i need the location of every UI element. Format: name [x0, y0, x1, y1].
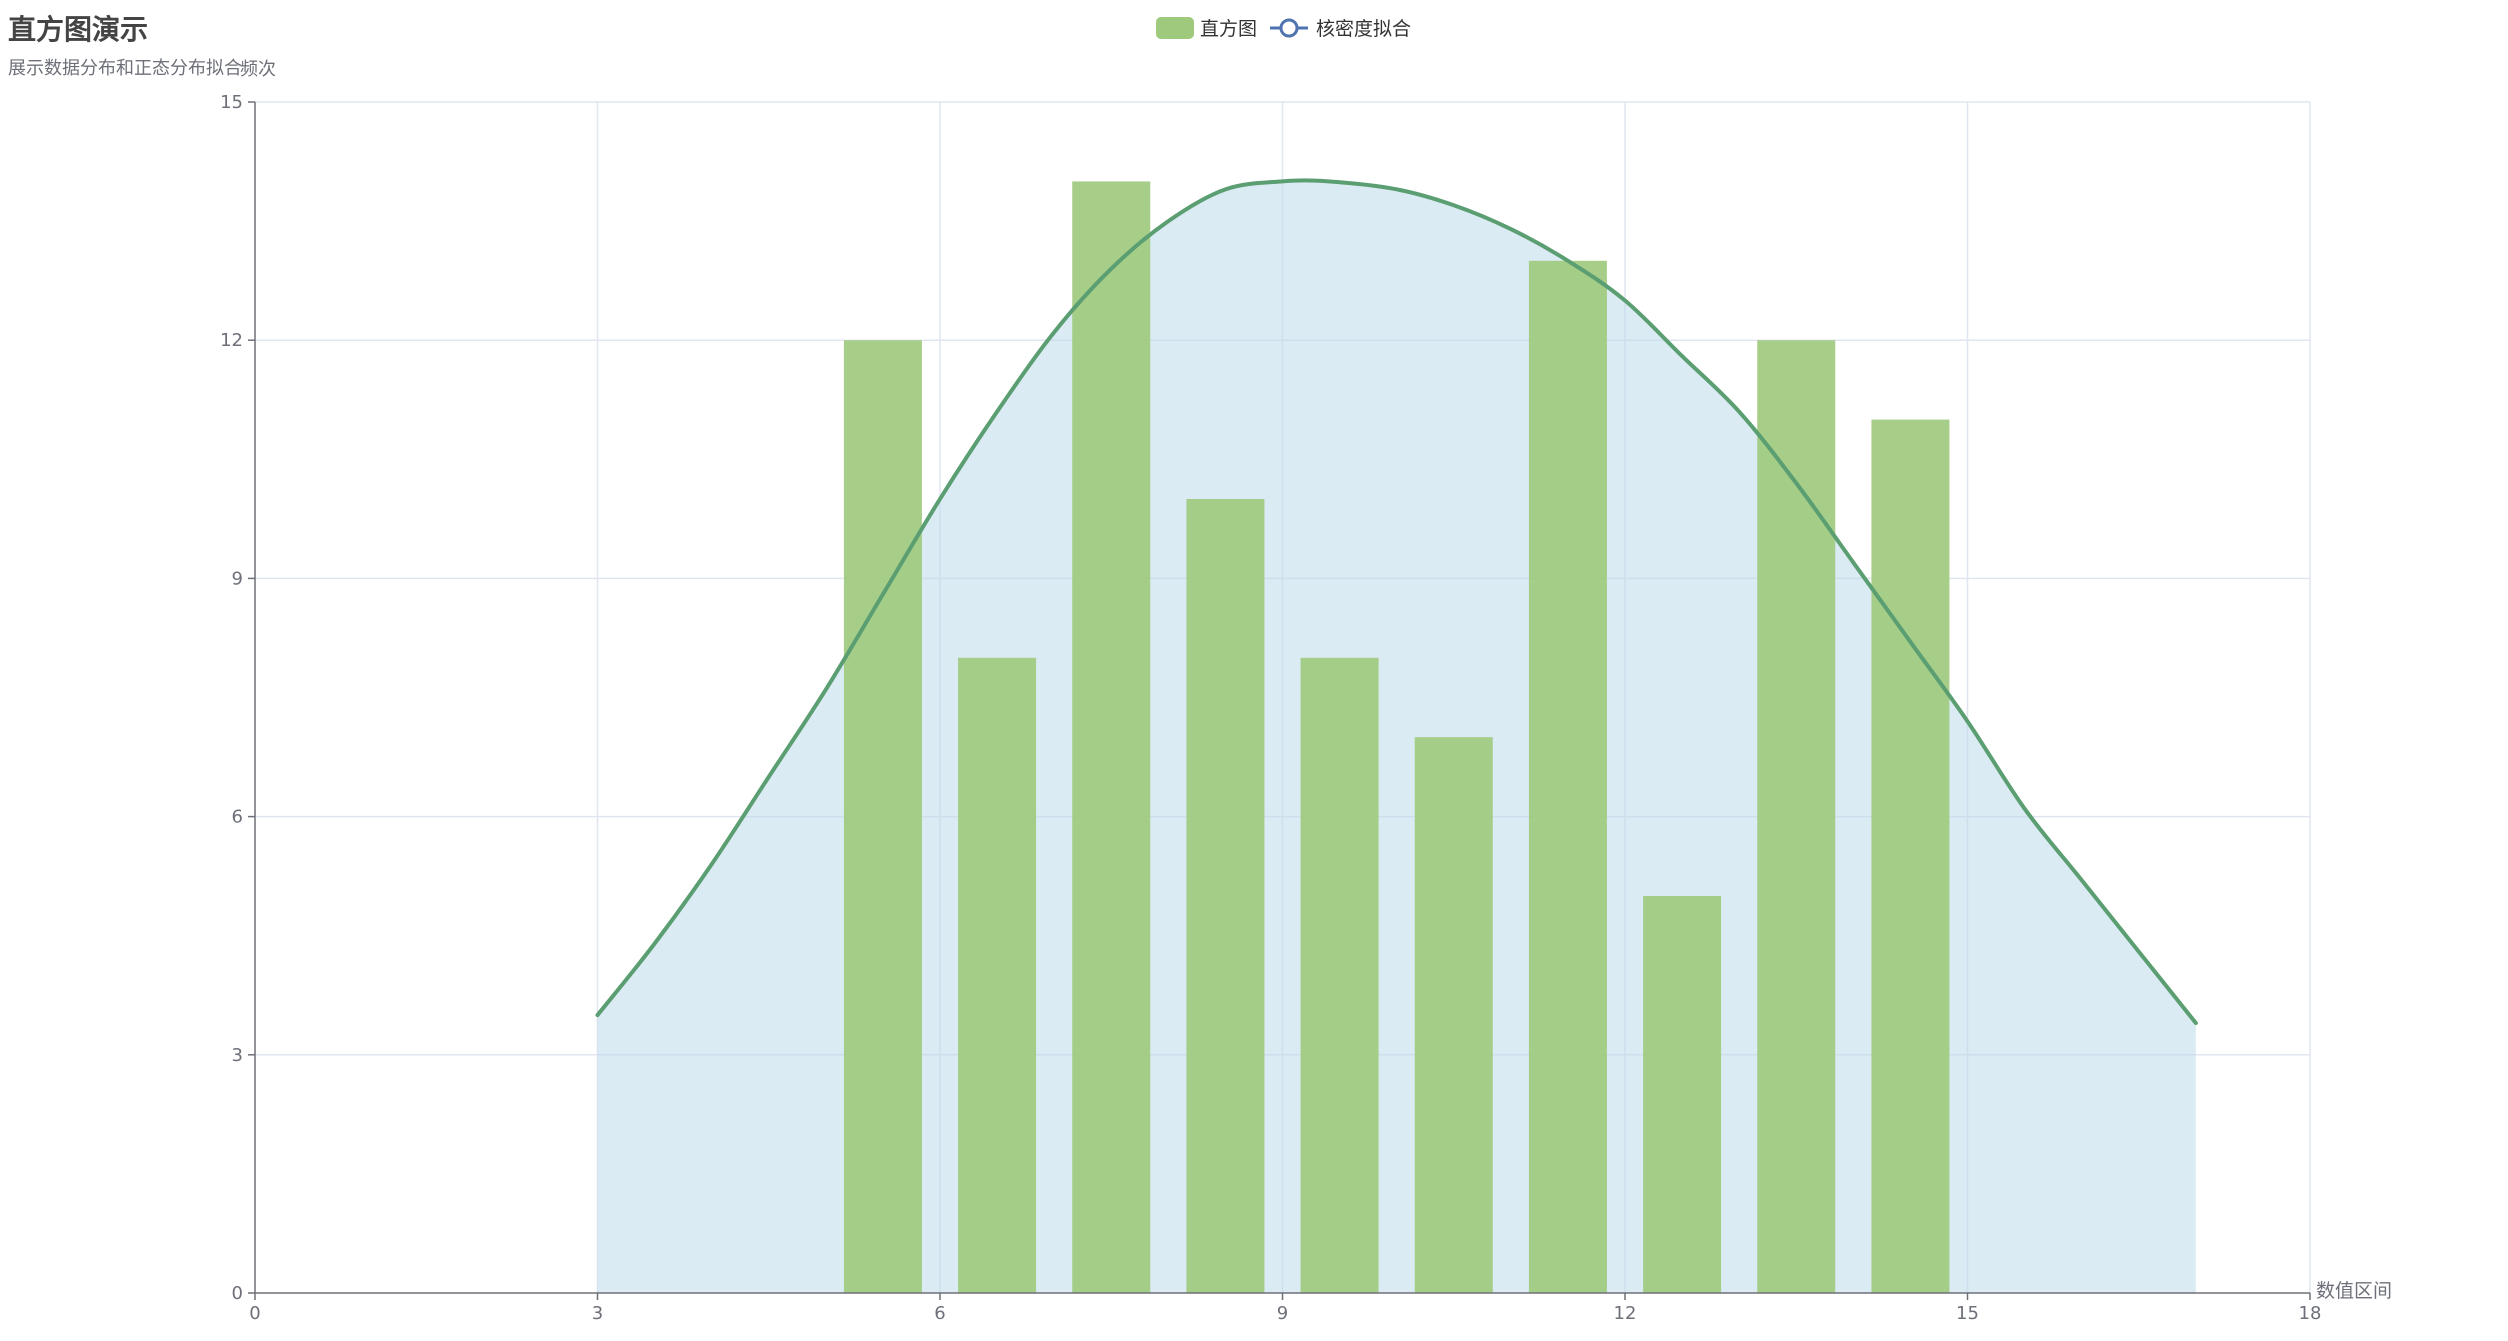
y-tick-label: 15 [220, 92, 243, 113]
kde-line [595, 178, 2198, 1026]
y-tick-label: 9 [232, 568, 243, 589]
x-tick-label: 9 [1277, 1303, 1288, 1324]
y-axis-name: 频次 [240, 59, 276, 80]
histogram-bar [1757, 340, 1836, 1293]
x-tick-label: 0 [249, 1303, 260, 1324]
histogram-bar [1871, 419, 1950, 1294]
x-tick-label: 18 [2299, 1303, 2322, 1324]
y-tick-label: 0 [232, 1283, 243, 1304]
histogram-bar [1186, 499, 1265, 1293]
legend-item-kde[interactable]: 核密度拟合 [1270, 18, 1411, 40]
x-tick-label: 12 [1614, 1303, 1637, 1324]
legend-item-histogram[interactable]: 直方图 [1156, 17, 1257, 40]
histogram-bar [1300, 657, 1379, 1293]
chart-subtitle: 展示数据分布和正态分布拟合 [8, 58, 242, 79]
histogram-bars [843, 181, 1950, 1294]
histogram-bar [958, 657, 1037, 1293]
histogram-bar [1072, 181, 1151, 1293]
legend-bar-swatch [1156, 17, 1194, 39]
legend-label-histogram: 直方图 [1200, 18, 1257, 40]
kde-area-layer [597, 180, 2196, 1294]
histogram-bar [1643, 896, 1722, 1293]
legend-label-kde: 核密度拟合 [1316, 18, 1411, 40]
x-tick-label: 3 [592, 1303, 603, 1324]
y-tick-label: 6 [232, 807, 243, 828]
kde-area [597, 180, 2196, 1294]
kde-line-layer [595, 178, 2198, 1026]
legend: 直方图 核密度拟合 [1156, 17, 1411, 40]
x-tick-label: 6 [934, 1303, 945, 1324]
legend-kde-circle-icon [1279, 18, 1299, 38]
histogram-bar [1414, 737, 1493, 1293]
histogram-bar [843, 340, 922, 1293]
axes: 0 3 6 9 12 15 0 3 6 9 12 15 18 [220, 92, 2321, 1324]
y-tick-label: 12 [220, 330, 243, 351]
histogram-bar [1528, 260, 1607, 1293]
x-tick-label: 15 [1956, 1303, 1979, 1324]
y-tick-label: 3 [232, 1045, 243, 1066]
x-axis-name: 数值区间 [2316, 1280, 2392, 1302]
chart-title: 直方图演示 [8, 13, 148, 46]
